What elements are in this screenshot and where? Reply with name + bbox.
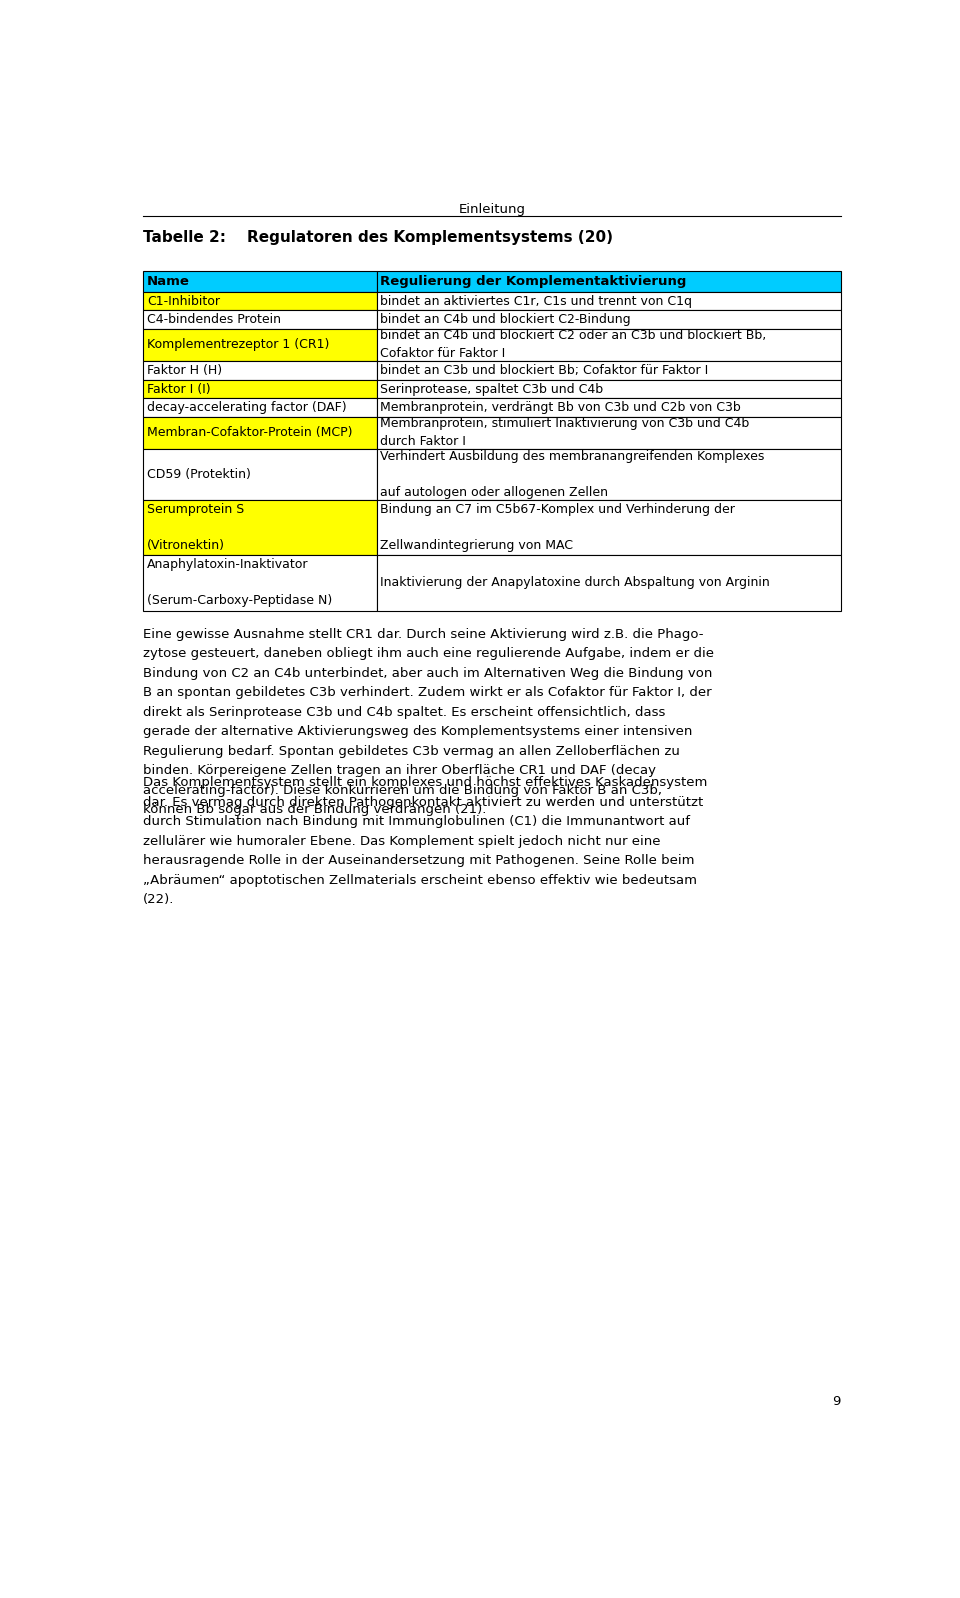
Text: Membranprotein, stimuliert Inaktivierung von C3b und C4b
durch Faktor I: Membranprotein, stimuliert Inaktivierung… — [380, 417, 750, 449]
Bar — [143, 292, 376, 310]
Text: Name: Name — [147, 275, 190, 288]
Text: bindet an C3b und blockiert Bb; Cofaktor für Faktor I: bindet an C3b und blockiert Bb; Cofaktor… — [380, 364, 708, 377]
Text: CD59 (Protektin): CD59 (Protektin) — [147, 468, 251, 481]
Bar — [143, 500, 376, 555]
Text: bindet an C4b und blockiert C2 oder an C3b und blockiert Bb,
Cofaktor für Faktor: bindet an C4b und blockiert C2 oder an C… — [380, 329, 767, 361]
Bar — [143, 329, 376, 361]
Text: Serumprotein S

(Vitronektin): Serumprotein S (Vitronektin) — [147, 503, 245, 551]
Bar — [143, 449, 376, 500]
Text: Faktor H (H): Faktor H (H) — [147, 364, 223, 377]
Text: Das Komplementsystem stellt ein komplexes und höchst effektives Kaskadensystem
d: Das Komplementsystem stellt ein komplexe… — [143, 777, 708, 906]
Text: C1-Inhibitor: C1-Inhibitor — [147, 294, 220, 307]
Bar — [376, 398, 841, 417]
Text: bindet an C4b und blockiert C2-Bindung: bindet an C4b und blockiert C2-Bindung — [380, 313, 631, 326]
Text: Verhindert Ausbildung des membranangreifenden Komplexes

auf autologen oder allo: Verhindert Ausbildung des membranangreif… — [380, 451, 765, 499]
Text: Inaktivierung der Anapylatoxine durch Abspaltung von Arginin: Inaktivierung der Anapylatoxine durch Ab… — [380, 577, 770, 590]
Text: 9: 9 — [832, 1395, 841, 1408]
Text: Serinprotease, spaltet C3b und C4b: Serinprotease, spaltet C3b und C4b — [380, 384, 604, 396]
Text: Bindung an C7 im C5b67-Komplex und Verhinderung der

Zellwandintegrierung von MA: Bindung an C7 im C5b67-Komplex und Verhi… — [380, 503, 735, 551]
Bar — [143, 398, 376, 417]
Bar — [376, 272, 841, 292]
Text: decay-accelerating factor (DAF): decay-accelerating factor (DAF) — [147, 401, 347, 414]
Text: Regulierung der Komplementaktivierung: Regulierung der Komplementaktivierung — [380, 275, 686, 288]
Bar — [143, 361, 376, 380]
Bar — [376, 417, 841, 449]
Text: Membranprotein, verdrängt Bb von C3b und C2b von C3b: Membranprotein, verdrängt Bb von C3b und… — [380, 401, 741, 414]
Bar — [143, 310, 376, 329]
Text: bindet an aktiviertes C1r, C1s und trennt von C1q: bindet an aktiviertes C1r, C1s und trenn… — [380, 294, 692, 307]
Bar — [376, 310, 841, 329]
Text: Faktor I (I): Faktor I (I) — [147, 384, 211, 396]
Text: Membran-Cofaktor-Protein (MCP): Membran-Cofaktor-Protein (MCP) — [147, 427, 352, 439]
Bar — [376, 329, 841, 361]
Bar — [143, 272, 376, 292]
Bar — [376, 555, 841, 610]
Text: Einleitung: Einleitung — [459, 203, 525, 216]
Bar — [376, 449, 841, 500]
Bar — [376, 361, 841, 380]
Text: Komplementrezeptor 1 (CR1): Komplementrezeptor 1 (CR1) — [147, 339, 329, 352]
Text: Tabelle 2:    Regulatoren des Komplementsystems (20): Tabelle 2: Regulatoren des Komplementsys… — [143, 230, 613, 244]
Bar — [376, 292, 841, 310]
Text: Eine gewisse Ausnahme stellt CR1 dar. Durch seine Aktivierung wird z.B. die Phag: Eine gewisse Ausnahme stellt CR1 dar. Du… — [143, 628, 714, 817]
Text: C4-bindendes Protein: C4-bindendes Protein — [147, 313, 281, 326]
Bar — [376, 500, 841, 555]
Bar — [143, 380, 376, 398]
Bar — [143, 555, 376, 610]
Text: Anaphylatoxin-Inaktivator

(Serum-Carboxy-Peptidase N): Anaphylatoxin-Inaktivator (Serum-Carboxy… — [147, 558, 332, 607]
Bar — [376, 380, 841, 398]
Bar — [143, 417, 376, 449]
